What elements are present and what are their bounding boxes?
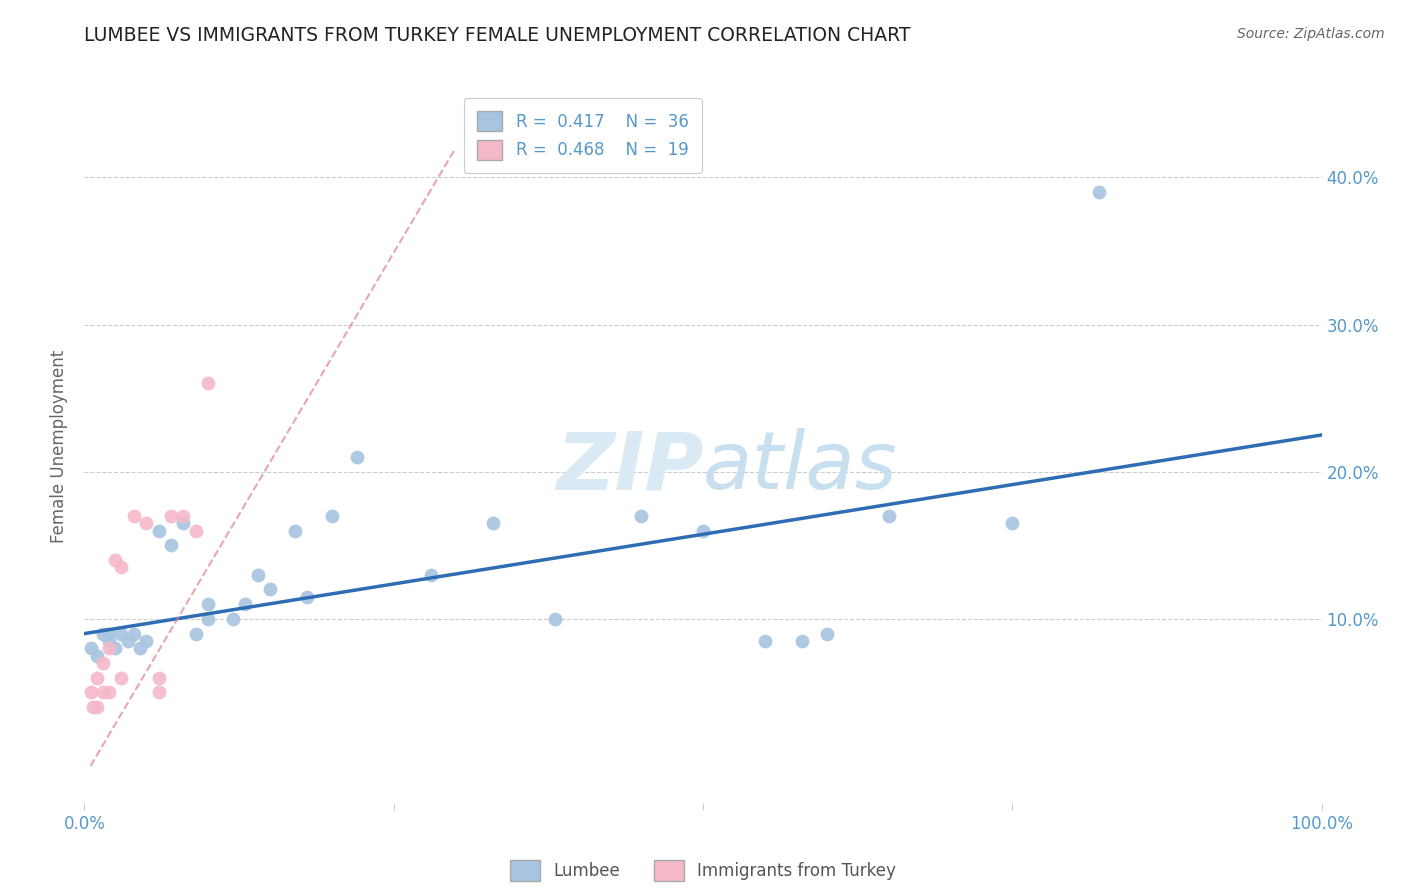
Text: Source: ZipAtlas.com: Source: ZipAtlas.com bbox=[1237, 27, 1385, 41]
Point bbox=[160, 508, 183, 523]
Y-axis label: Female Unemployment: Female Unemployment bbox=[51, 350, 69, 542]
Point bbox=[160, 538, 183, 552]
Point bbox=[321, 508, 343, 523]
Point bbox=[82, 700, 104, 714]
Point bbox=[86, 700, 108, 714]
Point bbox=[122, 508, 145, 523]
Text: atlas: atlas bbox=[703, 428, 898, 507]
Point bbox=[122, 626, 145, 640]
Point bbox=[419, 567, 441, 582]
Point bbox=[104, 553, 127, 567]
Point bbox=[197, 612, 219, 626]
Point bbox=[110, 671, 132, 685]
Point bbox=[233, 597, 256, 611]
Point bbox=[91, 685, 114, 699]
Point bbox=[184, 626, 207, 640]
Point bbox=[135, 516, 157, 531]
Point bbox=[222, 612, 245, 626]
Point bbox=[295, 590, 318, 604]
Point bbox=[815, 626, 838, 640]
Text: ZIP: ZIP bbox=[555, 428, 703, 507]
Point bbox=[86, 648, 108, 663]
Point bbox=[98, 634, 121, 648]
Point bbox=[79, 641, 101, 656]
Point bbox=[172, 516, 194, 531]
Point bbox=[91, 656, 114, 670]
Point bbox=[790, 634, 813, 648]
Point bbox=[246, 567, 269, 582]
Point bbox=[1001, 516, 1024, 531]
Point bbox=[129, 641, 152, 656]
Point bbox=[98, 685, 121, 699]
Point bbox=[148, 671, 170, 685]
Point bbox=[284, 524, 307, 538]
Point bbox=[104, 641, 127, 656]
Text: LUMBEE VS IMMIGRANTS FROM TURKEY FEMALE UNEMPLOYMENT CORRELATION CHART: LUMBEE VS IMMIGRANTS FROM TURKEY FEMALE … bbox=[84, 26, 911, 45]
Point bbox=[197, 376, 219, 391]
Legend: Lumbee, Immigrants from Turkey: Lumbee, Immigrants from Turkey bbox=[503, 854, 903, 888]
Point bbox=[91, 626, 114, 640]
Point bbox=[135, 634, 157, 648]
Point bbox=[197, 597, 219, 611]
Point bbox=[172, 508, 194, 523]
Point bbox=[98, 641, 121, 656]
Point bbox=[110, 560, 132, 574]
Point bbox=[110, 626, 132, 640]
Point bbox=[117, 634, 139, 648]
Point bbox=[86, 671, 108, 685]
Point bbox=[754, 634, 776, 648]
Point bbox=[692, 524, 714, 538]
Point bbox=[1088, 185, 1111, 199]
Point bbox=[98, 626, 121, 640]
Point bbox=[481, 516, 503, 531]
Point bbox=[79, 685, 101, 699]
Point bbox=[543, 612, 565, 626]
Point bbox=[184, 524, 207, 538]
Point bbox=[346, 450, 368, 464]
Point bbox=[877, 508, 900, 523]
Point bbox=[630, 508, 652, 523]
Point bbox=[259, 582, 281, 597]
Point bbox=[148, 685, 170, 699]
Point bbox=[148, 524, 170, 538]
